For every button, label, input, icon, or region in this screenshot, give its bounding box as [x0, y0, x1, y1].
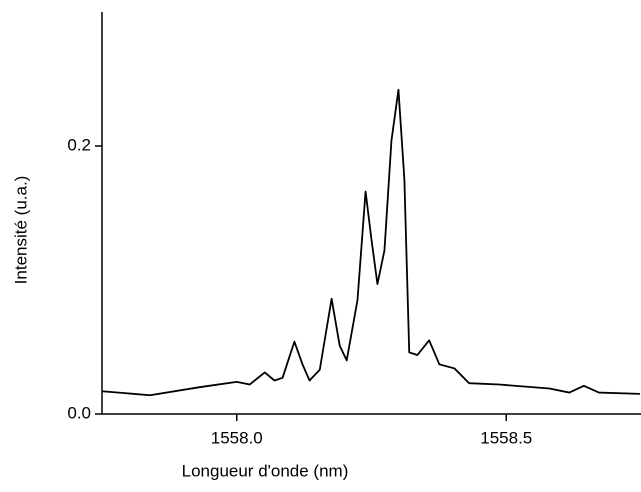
- x-axis-label: Longueur d'onde (nm): [182, 461, 349, 480]
- x-tick-label: 1558.5: [480, 428, 532, 447]
- x-tick-label: 1558.0: [211, 428, 263, 447]
- y-tick-label: 0.2: [67, 135, 91, 154]
- y-axis-label: Intensité (u.a.): [11, 176, 30, 285]
- line-series: [101, 88, 640, 397]
- y-tick-label: 0.0: [67, 403, 91, 422]
